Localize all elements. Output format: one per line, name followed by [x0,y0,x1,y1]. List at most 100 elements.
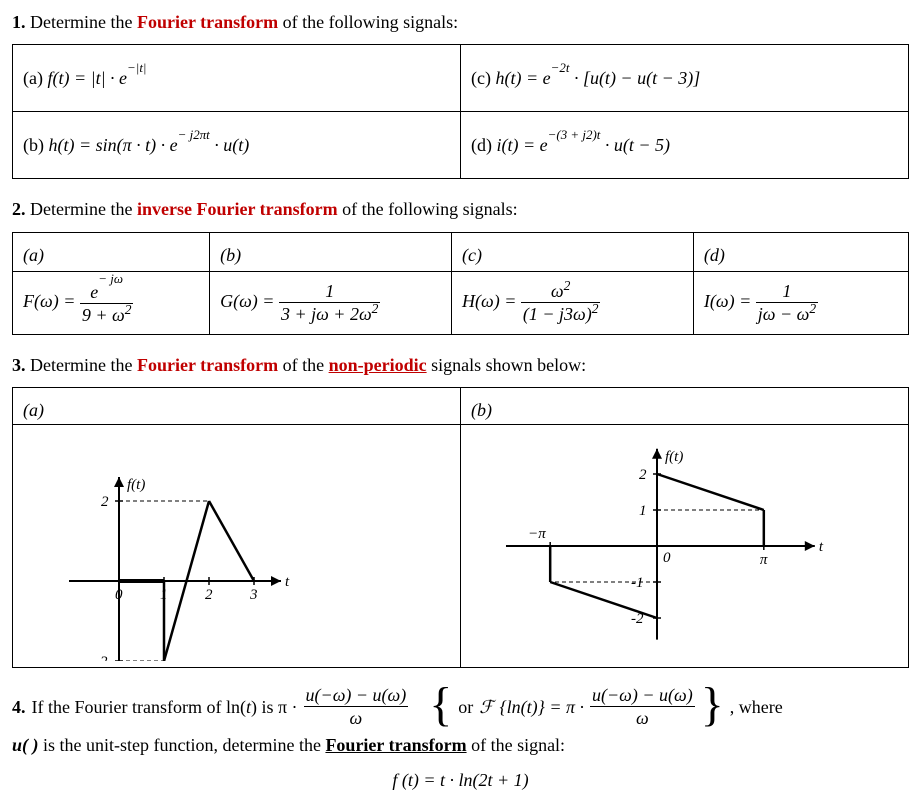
svg-text:−π: −π [528,526,546,542]
q4-final-eq: f (t) = t · ln(2t + 1) [392,768,528,792]
q4-text-before: If the Fourier transform of ln(t) is π · [32,695,298,719]
q3-b-label: (b) [461,388,909,425]
q1-cell-c: (c) h(t) = e−2t · [u(t) − u(t − 3)] [461,45,909,112]
q4-frac1: u(−ω) − u(ω) ω [304,686,409,727]
q3-b-graph: −π0π21-1-2tf(t) [467,431,847,661]
q3-a-graph: 01232-2tf(t) [19,431,339,661]
svg-text:2: 2 [101,494,109,510]
q1-cell-a: (a) f(t) = |t| · e−|t| [13,45,461,112]
q3-text-mid: of the [283,355,329,375]
q1-cell-b: (b) h(t) = sin(π · t) · e− j2πt · u(t) [13,112,461,179]
q4-frac2: u(−ω) − u(ω) ω [590,686,695,727]
q2-b-den: 3 + jω + 2ω2 [279,303,380,323]
q4-block: 4. If the Fourier transform of ln(t) is … [12,686,909,792]
q1-c-eqn: h(t) = e−2t · [u(t) − u(t − 3)] [495,66,700,90]
q4-u: u( ) [12,733,39,757]
q4-line1: 4. If the Fourier transform of ln(t) is … [12,686,909,727]
q4-frac1-num: u(−ω) − u(ω) [304,686,409,707]
q2-d-num: 1 [756,282,818,303]
q3-text-red2: non-periodic [329,355,427,375]
q2-b-num: 1 [279,282,380,303]
q1-text-after: of the following signals: [283,12,458,32]
q4-tb: If the Fourier transform of ln( [32,697,246,717]
svg-text:2: 2 [205,587,213,603]
q2-cell-d: I(ω) = 1 jω − ω2 [693,271,908,334]
q3-table: (a) (b) 01232-2tf(t) −π0π21-1-2tf(t) [12,387,909,668]
q4-l2-mid: is the unit-step function, determine the [43,735,325,755]
q2-c-num: ω2 [521,282,601,303]
q4-frac2-num: u(−ω) − u(ω) [590,686,695,707]
q4-braces-inner: {ln(t)} = π · [499,695,584,719]
q2-a-lhs: F(ω) = [23,289,75,313]
q3-b-graph-cell: −π0π21-1-2tf(t) [461,425,909,668]
q4-final-eq-wrap: f (t) = t · ln(2t + 1) [12,768,909,792]
q2-text-after: of the following signals: [342,199,517,219]
q2-b-frac: 1 3 + jω + 2ω2 [279,282,380,323]
page: 1. Determine the Fourier transform of th… [0,0,921,812]
q3-heading: 3. Determine the Fourier transform of th… [12,353,909,377]
q2-c-frac: ω2 (1 − j3ω)2 [521,282,601,323]
q3-num: 3. [12,355,30,375]
q1-c-label: (c) [471,68,495,88]
q1-num: 1. [12,12,30,32]
svg-text:1: 1 [639,503,647,519]
q1-d-eqn: i(t) = e−(3 + j2)t · u(t − 5) [497,133,671,157]
q2-c-label: (c) [452,232,694,271]
q2-num: 2. [12,199,30,219]
q2-text-before: Determine the [30,199,137,219]
q4-text-mid1: ) is π · [251,697,298,717]
q4-or: or [458,695,473,719]
q2-text-red: inverse Fourier transform [137,199,338,219]
q2-table: (a) (b) (c) (d) F(ω) = e− jω 9 + ω2 G(ω)… [12,232,909,335]
svg-text:f(t): f(t) [665,449,683,465]
q2-d-label: (d) [693,232,908,271]
q1-d-label: (d) [471,135,497,155]
q2-cell-c: H(ω) = ω2 (1 − j3ω)2 [452,271,694,334]
q1-heading: 1. Determine the Fourier transform of th… [12,10,909,34]
q2-d-den: jω − ω2 [756,303,818,323]
q1-text-red: Fourier transform [137,12,278,32]
q1-b-label: (b) [23,135,49,155]
svg-text:3: 3 [249,587,258,603]
q4-frac2-den: ω [590,707,695,727]
q2-a-num: e− jω [80,282,134,304]
q4-l2-bold: Fourier transform [325,735,466,755]
q2-cell-b: G(ω) = 1 3 + jω + 2ω2 [210,271,452,334]
q2-c-lhs: H(ω) = [462,289,516,313]
q1-table: (a) f(t) = |t| · e−|t| (c) h(t) = e−2t ·… [12,44,909,179]
q3-a-graph-cell: 01232-2tf(t) [13,425,461,668]
q2-a-label: (a) [13,232,210,271]
q4-frac1-den: ω [304,707,409,727]
q4-scriptF: ℱ [479,695,493,719]
svg-text:t: t [819,539,824,555]
q4-l2-after: of the signal: [471,735,565,755]
brace-open-icon: { [429,687,452,723]
q2-a-den: 9 + ω2 [80,304,134,324]
q1-a-label: (a) [23,68,47,88]
q2-cell-a: F(ω) = e− jω 9 + ω2 [13,271,210,334]
q1-b-eqn: h(t) = sin(π · t) · e− j2πt · u(t) [49,133,250,157]
brace-close-icon: } [701,687,724,723]
svg-text:2: 2 [639,467,647,483]
svg-text:-1: -1 [631,575,644,591]
svg-text:0: 0 [663,550,671,566]
q2-d-lhs: I(ω) = [704,289,751,313]
svg-text:0: 0 [115,587,123,603]
q4-line2: u( ) is the unit-step function, determin… [12,733,909,757]
q3-a-label: (a) [13,388,461,425]
q2-c-den: (1 − j3ω)2 [521,303,601,323]
q4-tail: , where [730,695,783,719]
q2-b-lhs: G(ω) = [220,289,274,313]
q2-heading: 2. Determine the inverse Fourier transfo… [12,197,909,221]
q3-text-after: signals shown below: [431,355,586,375]
q2-b-label: (b) [210,232,452,271]
q1-a-eqn: f(t) = |t| · e−|t| [47,66,146,90]
q3-text-red: Fourier transform [137,355,278,375]
q1-text-before: Determine the [30,12,137,32]
q2-d-frac: 1 jω − ω2 [756,282,818,323]
q3-text-before: Determine the [30,355,137,375]
svg-text:t: t [285,574,290,590]
svg-text:-2: -2 [95,654,108,661]
q2-a-frac: e− jω 9 + ω2 [80,282,134,324]
q4-num: 4. [12,695,26,719]
